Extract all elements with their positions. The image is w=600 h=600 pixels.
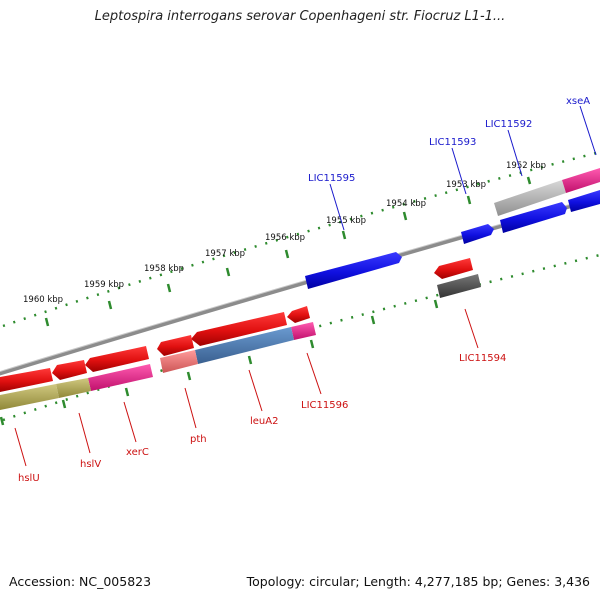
top-leader-lines: [329, 105, 597, 231]
map-title: Leptospira interrogans serovar Copenhage…: [94, 9, 506, 24]
gene-feature[interactable]: [291, 322, 316, 340]
scale-label: 1960 kbp: [23, 295, 63, 305]
gene-feature[interactable]: [191, 312, 287, 346]
gene-feature[interactable]: [0, 368, 53, 392]
gene-feature[interactable]: [85, 346, 149, 372]
scale-label: 1956 kbp: [265, 233, 305, 243]
gene-label-lic11594[interactable]: LIC11594: [459, 353, 506, 364]
bottom-gene-labels: LIC11594 LIC11596 leuA2 pth xerC hslV hs…: [18, 353, 506, 484]
gene-feature[interactable]: [500, 202, 567, 233]
scale-label: 1955 kbp: [326, 216, 366, 226]
gene-feature[interactable]: [437, 274, 481, 298]
inner-major-ticks: [0, 299, 439, 426]
accession-label: Accession: NC_005823: [9, 574, 152, 589]
gene-feature[interactable]: [305, 252, 402, 289]
gene-label-hslV[interactable]: hslV: [80, 459, 101, 470]
scale-label: 1952 kbp: [506, 161, 546, 171]
scale-labels: 1952 kbp 1953 kbp 1954 kbp 1955 kbp 1956…: [23, 161, 546, 305]
gene-feature[interactable]: [568, 190, 600, 212]
gene-feature[interactable]: [494, 180, 566, 216]
bottom-leader-lines: [14, 308, 479, 467]
scale-label: 1958 kbp: [144, 264, 184, 274]
gene-feature[interactable]: [157, 335, 194, 356]
gene-feature[interactable]: [287, 306, 310, 323]
gene-feature[interactable]: [195, 327, 294, 364]
top-gene-labels: xseA LIC11592 LIC11593 LIC11595: [308, 96, 590, 184]
forward-genes: [305, 168, 600, 289]
scale-label: 1959 kbp: [84, 280, 124, 290]
gene-feature[interactable]: [160, 350, 198, 373]
gene-label-lic11596[interactable]: LIC11596: [301, 400, 348, 411]
gene-label-hslU[interactable]: hslU: [18, 473, 40, 484]
gene-feature[interactable]: [88, 364, 153, 391]
gene-label-lic11595[interactable]: LIC11595: [308, 173, 355, 184]
scale-label: 1954 kbp: [386, 199, 426, 209]
gene-feature[interactable]: [52, 360, 87, 380]
gene-label-lic11593[interactable]: LIC11593: [429, 137, 476, 148]
gene-label-xseA[interactable]: xseA: [566, 96, 590, 107]
gene-feature[interactable]: [0, 384, 59, 410]
gene-feature[interactable]: [434, 258, 473, 279]
gene-feature[interactable]: [562, 168, 600, 193]
gene-feature[interactable]: [56, 378, 91, 398]
reverse-genes: [0, 258, 481, 410]
scale-label: 1953 kbp: [446, 180, 486, 190]
genome-summary: Topology: circular; Length: 4,277,185 bp…: [246, 574, 590, 589]
gene-label-xerC[interactable]: xerC: [126, 447, 149, 458]
outer-major-ticks: [44, 176, 532, 327]
scale-label: 1957 kbp: [205, 249, 245, 259]
gene-feature[interactable]: [461, 224, 494, 244]
gene-label-lic11592[interactable]: LIC11592: [485, 119, 532, 130]
gene-label-pth[interactable]: pth: [190, 434, 207, 445]
gene-label-leuA2[interactable]: leuA2: [250, 416, 278, 427]
